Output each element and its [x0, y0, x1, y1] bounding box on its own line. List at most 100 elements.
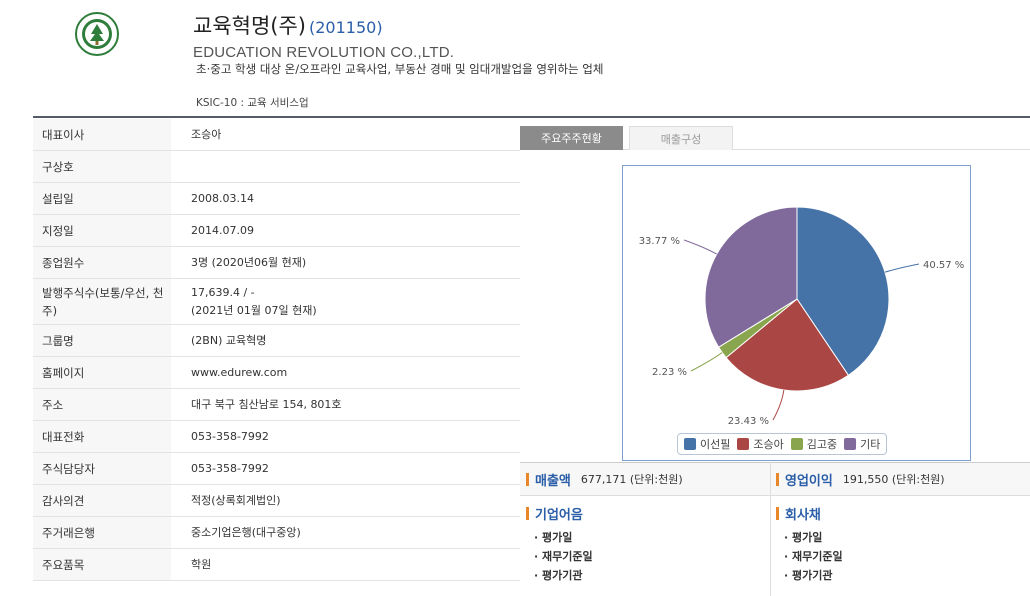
rating-list: 평가일 재무기준일 평가기관: [784, 528, 843, 585]
row-value: 2014.07.09: [191, 223, 254, 237]
row-value: 적정(상록회계법인): [191, 493, 281, 507]
label-connector-2: [690, 352, 723, 372]
table-row: 대표전화 053-358-7992: [33, 421, 520, 453]
pie-data-label-2: 2.23 %: [652, 367, 687, 378]
bond-panel: 회사채 평가일 재무기준일 평가기관: [776, 502, 843, 585]
legend-label: 이선필: [700, 438, 731, 451]
commercial-paper-panel: 기업어음 평가일 재무기준일 평가기관: [526, 502, 593, 585]
table-row: 구상호: [33, 151, 520, 183]
legend-swatch: [737, 438, 750, 450]
ksic-code: KSIC-10 : 교육 서비스업: [196, 97, 309, 109]
label-connector-3: [683, 239, 717, 255]
company-info-table: 대표이사 조승아 구상호 설립일 2008.03.14 지정일 2014.07.09 …: [33, 119, 520, 581]
rating-list: 평가일 재무기준일 평가기관: [534, 528, 593, 585]
list-item: 재무기준일: [534, 547, 593, 566]
legend-label: 기타: [860, 438, 881, 451]
pie-slice-3[interactable]: [704, 206, 798, 348]
label-connector-1: [772, 389, 785, 421]
sales-cell: 매출액 677,171 (단위:천원): [526, 463, 683, 495]
company-description: 초·중고 학생 대상 온/오프라인 교육사업, 부동산 경매 및 임대개발업을 …: [196, 62, 604, 76]
table-row: 주소 대구 북구 침산남로 154, 801호: [33, 389, 520, 421]
panel-title: 회사채: [785, 507, 821, 523]
row-label: 홈페이지: [33, 357, 171, 388]
finance-summary: 매출액 677,171 (단위:천원) 영업이익 191,550 (단위:천원): [520, 462, 1030, 496]
list-item: 평가일: [784, 528, 843, 547]
operating-income-value: 191,550 (단위:천원): [842, 473, 945, 486]
stock-code: (201150): [309, 18, 383, 37]
row-value: 대구 북구 침산남로 154, 801호: [191, 397, 342, 411]
pie-data-label-1: 23.43 %: [728, 416, 769, 427]
row-value: [171, 151, 520, 182]
table-row: 지정일 2014.07.09: [33, 215, 520, 247]
row-label: 그룹명: [33, 325, 171, 356]
legend-label: 조승아: [753, 438, 784, 451]
table-row: 홈페이지 www.edurew.com: [33, 357, 520, 389]
legend-swatch: [684, 438, 696, 450]
row-value: 2008.03.14: [191, 191, 254, 205]
header-divider: [33, 116, 1030, 118]
company-english-name: EDUCATION REVOLUTION CO.,LTD.: [193, 44, 455, 61]
list-item: 평가기관: [784, 566, 843, 585]
pie-data-label-0: 40.57 %: [923, 260, 964, 271]
company-logo: [64, 12, 130, 56]
row-label-sub: (보통/우선, 천주): [42, 285, 164, 318]
row-value: 053-358-7992: [191, 461, 269, 475]
table-row: 대표이사 조승아: [33, 119, 520, 151]
table-row: 감사의견 적정(상록회계법인): [33, 485, 520, 517]
list-item: 재무기준일: [784, 547, 843, 566]
row-label: 감사의견: [33, 485, 171, 516]
row-value: 중소기업은행(대구중앙): [191, 525, 301, 539]
pie-svg: 40.57 % 23.43 % 2.23 % 33.77 %: [639, 206, 964, 427]
row-value: (2BN) 교육혁명: [191, 333, 267, 347]
legend-item[interactable]: 기타: [844, 436, 880, 452]
table-row: 설립일 2008.03.14: [33, 183, 520, 215]
row-label: 발행주식수: [42, 285, 95, 300]
list-item: 평가일: [534, 528, 593, 547]
section-marker: [526, 506, 529, 520]
row-label: 구상호: [33, 151, 171, 182]
legend-swatch: [844, 438, 857, 450]
table-row: 주요품목 학원: [33, 549, 520, 581]
table-row: 주식담당자 053-358-7992: [33, 453, 520, 485]
legend-item[interactable]: 이선필: [684, 436, 730, 452]
homepage-link[interactable]: www.edurew.com: [191, 365, 288, 379]
chart-tabs: 주요주주현황 매출구성: [520, 126, 1030, 150]
sales-value: 677,171 (단위:천원): [580, 473, 683, 486]
row-label: 주요품목: [33, 549, 171, 580]
row-value: 조승아: [191, 127, 222, 141]
section-marker: [776, 506, 779, 520]
legend-item[interactable]: 김고중: [790, 436, 837, 452]
tab-sales-composition[interactable]: 매출구성: [629, 126, 733, 150]
table-row: 그룹명 (2BN) 교육혁명: [33, 325, 520, 357]
company-title: 교육혁명(주) (201150): [193, 10, 383, 40]
row-value: 3명 (2020년06월 현재): [191, 255, 307, 269]
pie-slice-1[interactable]: [725, 298, 850, 392]
panel-title: 기업어음: [535, 507, 583, 523]
row-value: 17,639.4 / -: [191, 285, 255, 299]
sales-label: 매출액: [535, 473, 571, 489]
section-marker: [526, 472, 529, 486]
row-label: 대표이사: [33, 119, 171, 150]
pie-data-label-3: 33.77 %: [639, 236, 680, 247]
list-item: 평가기관: [534, 566, 593, 585]
table-row: 발행주식수(보통/우선, 천주) 17,639.4 / - (2021년 01월 …: [33, 279, 520, 325]
row-label: 종업원수: [33, 247, 171, 278]
legend-item[interactable]: 조승아: [737, 436, 784, 452]
row-label: 설립일: [33, 183, 171, 214]
section-marker: [776, 472, 779, 486]
operating-income-cell: 영업이익 191,550 (단위:천원): [776, 463, 945, 495]
label-connector-0: [884, 263, 920, 273]
row-label: 대표전화: [33, 421, 171, 452]
operating-income-label: 영업이익: [785, 473, 833, 489]
company-name: 교육혁명(주): [193, 14, 306, 38]
table-row: 주거래은행 중소기업은행(대구중앙): [33, 517, 520, 549]
row-value-sub: (2021년 01월 07일 현재): [191, 303, 317, 317]
tab-major-shareholders[interactable]: 주요주주현황: [520, 126, 623, 150]
row-value: 053-358-7992: [191, 429, 269, 443]
shareholder-pie-chart: 40.57 % 23.43 % 2.23 % 33.77 % 이선필 조승아 김고중 …: [622, 165, 971, 461]
chart-legend: 이선필 조승아 김고중 기타: [677, 433, 888, 455]
row-label: 주거래은행: [33, 517, 171, 548]
row-label: 주식담당자: [33, 453, 171, 484]
row-label: 주소: [33, 389, 171, 420]
table-row: 종업원수 3명 (2020년06월 현재): [33, 247, 520, 279]
